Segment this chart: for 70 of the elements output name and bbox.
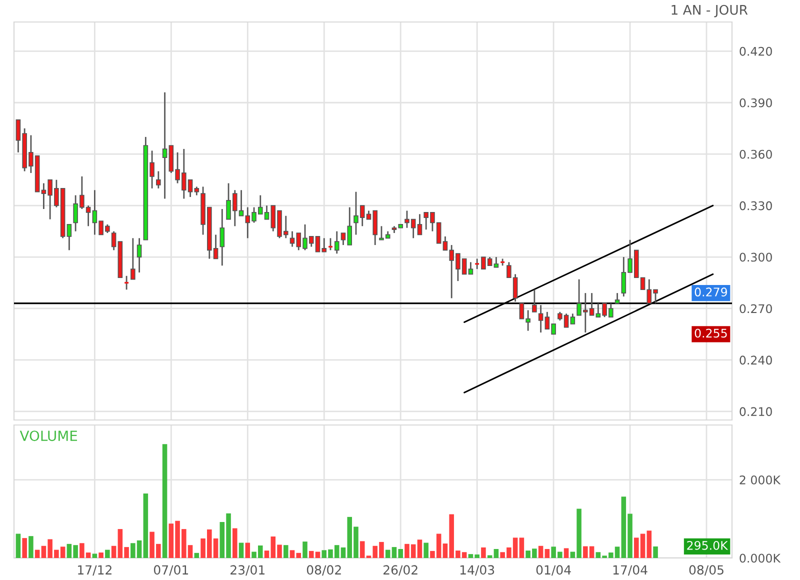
bar (34, 550, 40, 558)
candlestick (570, 312, 576, 325)
candlestick (156, 170, 161, 190)
bar (98, 552, 104, 558)
bar (22, 538, 27, 558)
x-tick-label: 17/12 (78, 565, 112, 576)
candlestick (66, 224, 72, 251)
bar (194, 552, 200, 558)
bar (360, 541, 365, 558)
candlestick (111, 230, 116, 251)
candlestick (124, 275, 130, 290)
y-tick-label: 0.210 (740, 407, 772, 416)
x-tick-label: 14/03 (460, 565, 494, 576)
x-tick-label: 23/01 (230, 565, 264, 576)
candlestick (474, 258, 480, 270)
y-tick-label: 0.000K (740, 554, 781, 563)
y-tick-label: 0.240 (740, 356, 772, 365)
bar (111, 546, 116, 558)
bar (646, 530, 652, 558)
candlestick (220, 208, 225, 266)
candlestick (468, 261, 474, 275)
bar (302, 542, 308, 558)
y-tick-label: 0.300 (740, 252, 772, 262)
bar (143, 493, 148, 558)
annotation: 0.279 (694, 288, 728, 296)
bar (544, 549, 550, 558)
bar (538, 546, 544, 558)
chart-title: VOLUME (20, 430, 78, 442)
y-tick-label: 2 000K (740, 475, 781, 484)
candlestick (417, 213, 422, 236)
x-tick-label: 07/01 (154, 565, 188, 576)
bar (481, 547, 486, 558)
candlestick (334, 230, 340, 254)
candlestick (538, 304, 544, 334)
bar (385, 550, 390, 558)
candlestick (532, 288, 537, 313)
chart-subtitle: 1 AN - JOUR (672, 4, 748, 18)
bar (245, 542, 250, 558)
bar (417, 540, 422, 558)
x-tick-label: 08/02 (306, 565, 341, 576)
y-tick-label: 0.270 (740, 304, 772, 314)
candlestick (162, 92, 168, 200)
x-tick-label: 26/02 (384, 565, 418, 576)
y-tick-label: 0.390 (740, 98, 772, 108)
bar (105, 550, 110, 558)
annotation: 0.255 (694, 328, 727, 338)
x-tick-label: 08/05 (689, 565, 724, 576)
bar (16, 534, 21, 558)
bar (653, 546, 658, 558)
bar (494, 549, 499, 558)
x-tick-label: 17/04 (613, 565, 648, 576)
y-tick-label: 0.330 (740, 201, 772, 210)
bar (424, 542, 428, 558)
candlestick (614, 292, 620, 304)
bar (519, 538, 524, 558)
bar (283, 545, 288, 558)
bar (28, 536, 34, 558)
y-tick-label: 0.360 (740, 150, 772, 159)
x-tick-label: 01/04 (536, 565, 571, 576)
candlestick (130, 237, 136, 280)
candlestick (328, 237, 334, 251)
candlestick (494, 256, 499, 268)
bar (92, 554, 98, 558)
bar (162, 444, 168, 558)
bar (232, 528, 238, 558)
bar (238, 542, 244, 558)
y-tick-label: 0.420 (740, 46, 772, 56)
candlestick (136, 237, 142, 274)
bar (564, 548, 569, 558)
annotation: 295.0K (687, 540, 728, 550)
